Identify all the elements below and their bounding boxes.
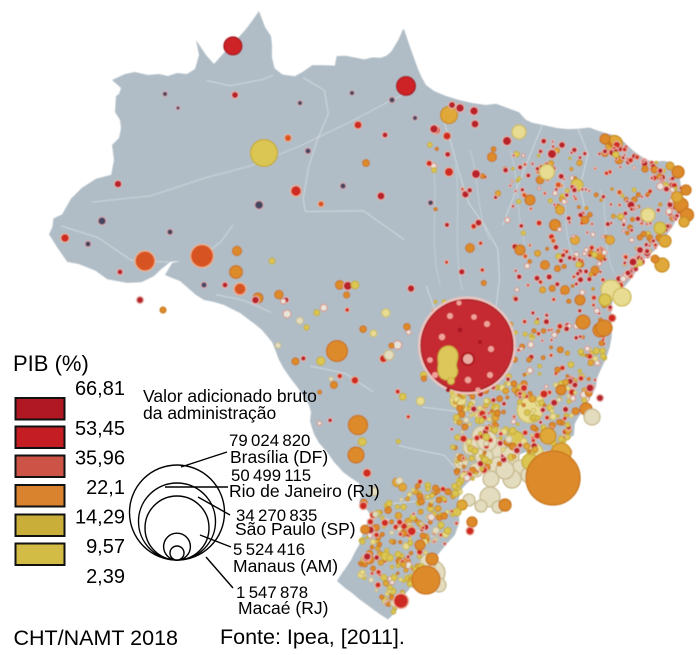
svg-text:da administração: da administração — [143, 403, 276, 423]
svg-text:CHT/NAMT 2018: CHT/NAMT 2018 — [14, 626, 179, 650]
svg-text:53,45: 53,45 — [75, 418, 125, 440]
svg-text:Rio de Janeiro (RJ): Rio de Janeiro (RJ) — [229, 481, 380, 501]
svg-text:Macaé (RJ): Macaé (RJ) — [238, 598, 328, 618]
svg-text:9,57: 9,57 — [86, 536, 125, 558]
svg-text:São Paulo (SP): São Paulo (SP) — [235, 519, 356, 539]
svg-text:50 499 115: 50 499 115 — [231, 466, 311, 485]
svg-text:35,96: 35,96 — [75, 448, 125, 470]
svg-text:66,81: 66,81 — [75, 378, 125, 400]
svg-text:Valor adicionado bruto: Valor adicionado bruto — [143, 386, 317, 406]
svg-text:22,1: 22,1 — [86, 477, 125, 499]
svg-text:1 547 878: 1 547 878 — [236, 583, 308, 602]
svg-text:Fonte: Ipea, [2011].: Fonte: Ipea, [2011]. — [220, 625, 405, 649]
svg-text:14,29: 14,29 — [75, 507, 125, 529]
svg-text:5 524 416: 5 524 416 — [233, 540, 305, 559]
svg-text:2,39: 2,39 — [86, 566, 125, 588]
svg-text:Manaus (AM): Manaus (AM) — [233, 556, 338, 576]
svg-text:PIB (%): PIB (%) — [13, 351, 89, 376]
svg-text:34 270 835: 34 270 835 — [236, 506, 317, 525]
svg-text:Brasília (DF): Brasília (DF) — [230, 447, 328, 467]
svg-text:79 024 820: 79 024 820 — [229, 431, 310, 450]
